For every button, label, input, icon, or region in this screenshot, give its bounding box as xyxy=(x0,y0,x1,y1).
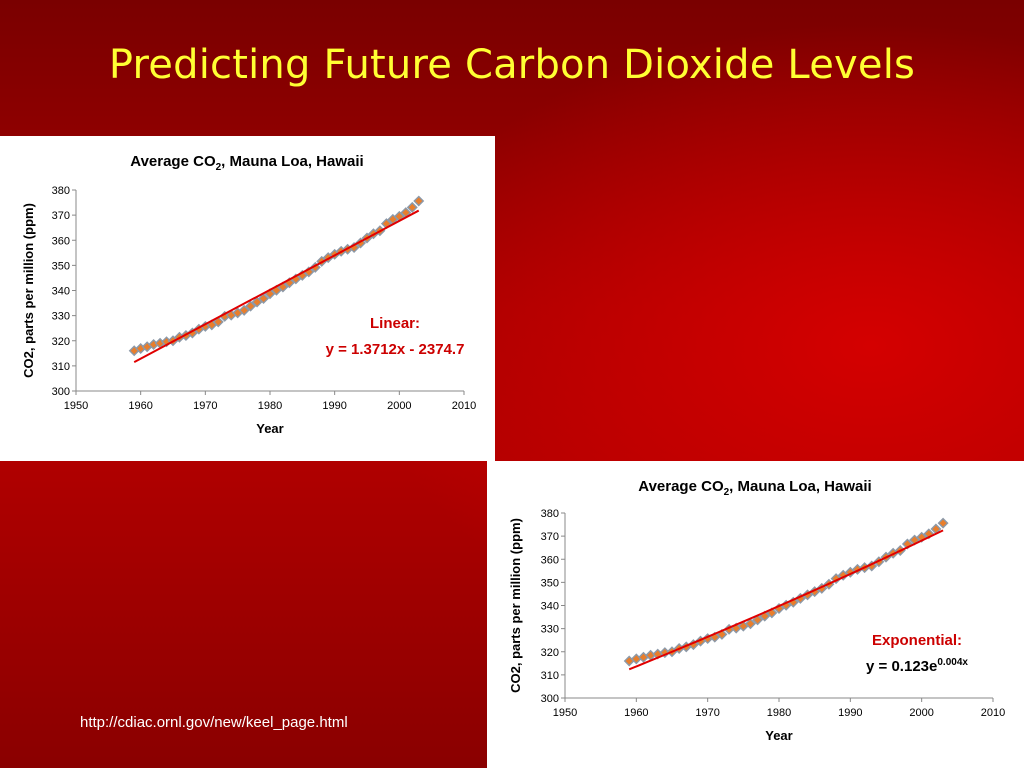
y-tick-label: 340 xyxy=(541,601,559,613)
x-tick-label: 1970 xyxy=(695,707,719,719)
x-tick-label: 1950 xyxy=(553,707,577,719)
x-tick-label: 1960 xyxy=(128,400,152,412)
source-link[interactable]: http://cdiac.ornl.gov/new/keel_page.html xyxy=(80,714,348,731)
x-tick-label: 2000 xyxy=(909,707,933,719)
y-axis-label: CO2, parts per million (ppm) xyxy=(21,203,36,378)
trendline-label: Linear: xyxy=(370,315,420,332)
chart-title-part: , Mauna Loa, Hawaii xyxy=(221,153,364,170)
data-point xyxy=(752,614,764,626)
x-tick-label: 1980 xyxy=(767,707,791,719)
slide-title: Predicting Future Carbon Dioxide Levels xyxy=(108,42,916,88)
trendline-label: Exponential: xyxy=(872,632,962,649)
x-tick-label: 2010 xyxy=(452,400,476,412)
chart-linear: Average CO2, Mauna Loa, Hawaii 300 310 320 3… xyxy=(21,153,476,436)
y-tick-label: 350 xyxy=(541,577,559,589)
data-point xyxy=(413,195,425,207)
trendline-exponential xyxy=(628,529,944,671)
chart-title-part: , Mauna Loa, Hawaii xyxy=(729,478,872,495)
x-axis-label: Year xyxy=(256,421,283,436)
y-tick-label: 320 xyxy=(52,336,70,348)
y-tick-label: 300 xyxy=(541,693,559,705)
y-tick-label: 360 xyxy=(541,554,559,566)
y-tick-label: 310 xyxy=(541,670,559,682)
data-point xyxy=(309,261,321,273)
x-tick-label: 2000 xyxy=(387,400,411,412)
trendline-equation: y = 0.123e0.004x xyxy=(866,657,968,675)
x-tick-label: 1990 xyxy=(322,400,346,412)
chart-title-part: Average CO xyxy=(638,478,724,495)
y-tick-label: 370 xyxy=(541,531,559,543)
y-axis-label: CO2, parts per million (ppm) xyxy=(508,518,523,693)
x-tick-label: 1950 xyxy=(64,400,88,412)
y-tick-label: 350 xyxy=(52,260,70,272)
data-point xyxy=(186,327,198,339)
y-tick-label: 320 xyxy=(541,647,559,659)
equation-base: y = 0.123e xyxy=(866,658,937,675)
y-tick-label: 340 xyxy=(52,286,70,298)
equation-exponent: 0.004x xyxy=(937,657,968,668)
chart-panel-exponential: Average CO2, Mauna Loa, Hawaii 300 310 320 3… xyxy=(487,461,1024,768)
data-point xyxy=(916,531,928,543)
y-tick-label: 380 xyxy=(52,185,70,197)
chart-title-subscript: 2 xyxy=(724,487,730,498)
chart-panel-linear: Average CO2, Mauna Loa, Hawaii 300 310 320 3… xyxy=(0,136,495,461)
data-point xyxy=(816,582,828,594)
data-point xyxy=(406,201,418,213)
chart-title-part: Average CO xyxy=(130,153,216,170)
data-point xyxy=(258,293,270,305)
chart-title: Average CO2, Mauna Loa, Hawaii xyxy=(130,153,363,173)
y-tick-label: 360 xyxy=(52,235,70,247)
data-point xyxy=(744,618,756,630)
x-tick-label: 2010 xyxy=(981,707,1005,719)
x-axis-label: Year xyxy=(765,728,792,743)
y-tick-label: 310 xyxy=(52,361,70,373)
chart-exponential: Average CO2, Mauna Loa, Hawaii 300 310 320 3… xyxy=(508,478,1005,743)
data-point xyxy=(809,586,821,598)
y-tick-label: 370 xyxy=(52,210,70,222)
chart-title: Average CO2, Mauna Loa, Hawaii xyxy=(638,478,871,498)
x-tick-label: 1980 xyxy=(258,400,282,412)
y-tick-label: 300 xyxy=(52,386,70,398)
x-tick-label: 1960 xyxy=(624,707,648,719)
trendline-equation: y = 1.3712x - 2374.7 xyxy=(326,341,465,358)
y-tick-label: 330 xyxy=(541,624,559,636)
data-point xyxy=(245,300,257,312)
x-tick-label: 1970 xyxy=(193,400,217,412)
data-point xyxy=(937,517,949,529)
data-point xyxy=(238,304,250,316)
y-tick-label: 380 xyxy=(541,508,559,520)
trendline-linear xyxy=(133,209,420,364)
y-tick-label: 330 xyxy=(52,311,70,323)
chart-title-subscript: 2 xyxy=(216,162,222,173)
x-tick-label: 1990 xyxy=(838,707,862,719)
